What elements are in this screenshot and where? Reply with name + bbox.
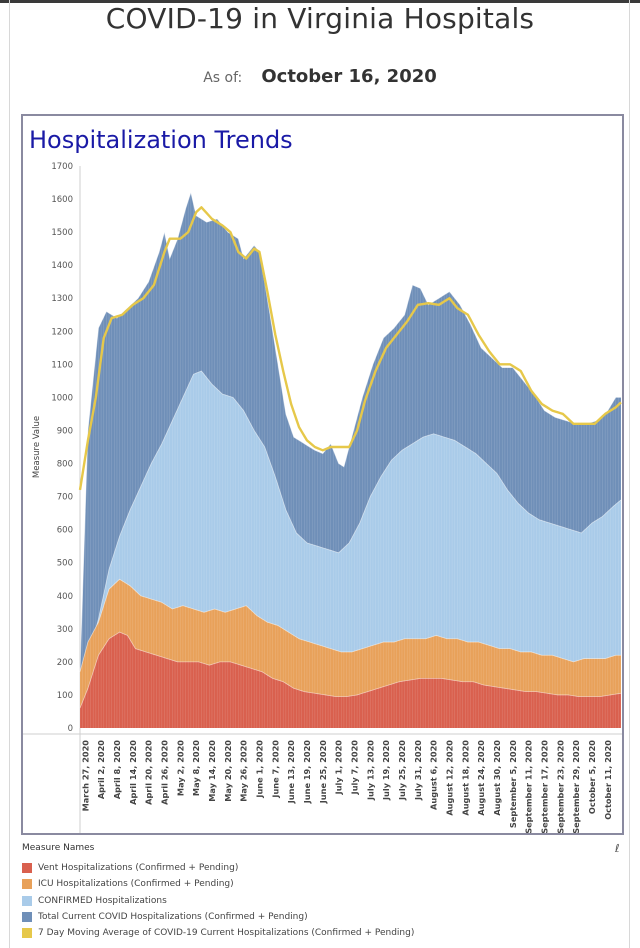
y-tick-label: 300 bbox=[57, 625, 73, 635]
x-tick-label: August 6, 2020 bbox=[429, 740, 439, 810]
y-tick-label: 1700 bbox=[51, 162, 73, 172]
x-tick-label: September 11, 2020 bbox=[524, 740, 534, 833]
x-tick-label: June 1, 2020 bbox=[254, 740, 264, 799]
x-tick-label: April 20, 2020 bbox=[144, 740, 154, 805]
legend-item[interactable]: 7 Day Moving Average of COVID-19 Current… bbox=[22, 925, 622, 941]
y-tick-label: 400 bbox=[57, 592, 73, 602]
x-tick-label: May 20, 2020 bbox=[223, 740, 233, 802]
x-tick-label: September 5, 2020 bbox=[508, 740, 518, 828]
y-tick-label: 1500 bbox=[51, 228, 73, 238]
y-tick-label: 200 bbox=[57, 658, 73, 668]
x-tick-label: October 5, 2020 bbox=[587, 740, 597, 814]
x-tick-label: August 12, 2020 bbox=[444, 740, 454, 816]
top-strip bbox=[0, 0, 640, 3]
x-tick-label: August 30, 2020 bbox=[492, 740, 502, 816]
y-tick-label: 1600 bbox=[51, 195, 73, 205]
legend-label: ICU Hospitalizations (Confirmed + Pendin… bbox=[38, 879, 234, 890]
moving-average-line bbox=[78, 206, 622, 491]
y-tick-label: 100 bbox=[57, 691, 73, 701]
x-tick-label: April 14, 2020 bbox=[128, 740, 138, 805]
x-tick-label: March 27, 2020 bbox=[80, 740, 90, 812]
legend-swatch bbox=[22, 879, 32, 890]
right-border-line bbox=[629, 0, 630, 948]
y-tick-label: 600 bbox=[57, 526, 73, 536]
x-tick-label: July 7, 2020 bbox=[349, 740, 359, 796]
as-of-date: October 16, 2020 bbox=[261, 66, 437, 87]
legend-edit-icon[interactable]: ℓ bbox=[615, 842, 620, 855]
x-tick-label: June 7, 2020 bbox=[270, 740, 280, 799]
legend-item[interactable]: ICU Hospitalizations (Confirmed + Pendin… bbox=[22, 876, 622, 892]
legend: Measure Names Vent Hospitalizations (Con… bbox=[22, 843, 622, 941]
x-tick-label: July 1, 2020 bbox=[334, 740, 344, 796]
area-edge-vent bbox=[79, 631, 622, 709]
legend-title: Measure Names bbox=[22, 843, 95, 853]
legend-items: Vent Hospitalizations (Confirmed + Pendi… bbox=[22, 860, 622, 941]
as-of-label: As of: bbox=[203, 70, 243, 86]
x-tick-label: May 26, 2020 bbox=[239, 740, 249, 802]
x-tick-label: June 25, 2020 bbox=[318, 740, 328, 805]
as-of-line: As of: October 16, 2020 bbox=[0, 66, 640, 87]
x-tick-label: September 17, 2020 bbox=[539, 740, 549, 833]
x-tick-label: May 2, 2020 bbox=[175, 740, 185, 796]
x-tick-label: July 25, 2020 bbox=[397, 740, 407, 801]
legend-label: CONFIRMED Hospitalizations bbox=[38, 895, 167, 906]
area-edge-icu bbox=[79, 578, 621, 672]
page-title: COVID-19 in Virginia Hospitals bbox=[105, 2, 535, 35]
y-tick-label: 1300 bbox=[51, 294, 73, 304]
legend-swatch bbox=[22, 863, 32, 874]
y-tick-label: 900 bbox=[57, 426, 73, 436]
y-tick-label: 700 bbox=[57, 493, 73, 503]
legend-label: 7 Day Moving Average of COVID-19 Current… bbox=[38, 928, 415, 939]
x-tick-label: June 19, 2020 bbox=[302, 740, 312, 805]
x-tick-label: June 13, 2020 bbox=[286, 740, 296, 805]
y-tick-label: 1100 bbox=[51, 360, 73, 370]
area-texture-vent bbox=[79, 632, 622, 728]
x-tick-label: October 11, 2020 bbox=[603, 740, 613, 820]
legend-swatch bbox=[22, 912, 32, 923]
x-tick-label: May 8, 2020 bbox=[191, 740, 201, 796]
legend-item[interactable]: CONFIRMED Hospitalizations bbox=[22, 893, 622, 909]
x-tick-label: July 19, 2020 bbox=[381, 740, 391, 801]
area-vent bbox=[80, 632, 621, 728]
x-tick-label: August 18, 2020 bbox=[460, 740, 470, 816]
x-tick-label: April 26, 2020 bbox=[159, 740, 169, 805]
x-tick-label: April 2, 2020 bbox=[96, 740, 106, 799]
legend-swatch bbox=[22, 928, 32, 939]
legend-item[interactable]: Total Current COVID Hospitalizations (Co… bbox=[22, 909, 622, 925]
x-tick-label: August 24, 2020 bbox=[476, 740, 486, 816]
x-tick-label: September 23, 2020 bbox=[555, 740, 565, 833]
y-tick-label: 800 bbox=[57, 460, 73, 470]
y-axis-label: Measure Value bbox=[32, 416, 42, 478]
x-tick-label: July 31, 2020 bbox=[413, 740, 423, 801]
x-tick-label: July 13, 2020 bbox=[365, 740, 375, 801]
y-tick-label: 1200 bbox=[51, 327, 73, 337]
panel-title: Hospitalization Trends bbox=[29, 126, 293, 154]
legend-item[interactable]: Vent Hospitalizations (Confirmed + Pendi… bbox=[22, 860, 622, 876]
x-tick-label: April 8, 2020 bbox=[112, 740, 122, 799]
x-tick-label: September 29, 2020 bbox=[571, 740, 581, 833]
y-tick-label: 0 bbox=[68, 724, 73, 734]
area-edge-confirmed bbox=[79, 370, 622, 673]
hospitalization-trends-panel: Hospitalization Trends 0 100 200 300 400 500 6… bbox=[21, 114, 624, 835]
y-tick-label: 1400 bbox=[51, 261, 73, 271]
left-border-line bbox=[9, 0, 10, 948]
x-tick-label: May 14, 2020 bbox=[207, 740, 217, 802]
y-tick-label: 1000 bbox=[51, 393, 73, 403]
hospitalization-chart[interactable]: 0 100 200 300 400 500 600 700 800 900 1000 1100 1200… bbox=[23, 116, 622, 833]
legend-swatch bbox=[22, 895, 32, 906]
legend-label: Vent Hospitalizations (Confirmed + Pendi… bbox=[38, 863, 239, 874]
legend-label: Total Current COVID Hospitalizations (Co… bbox=[38, 912, 308, 923]
y-tick-label: 500 bbox=[57, 559, 73, 569]
